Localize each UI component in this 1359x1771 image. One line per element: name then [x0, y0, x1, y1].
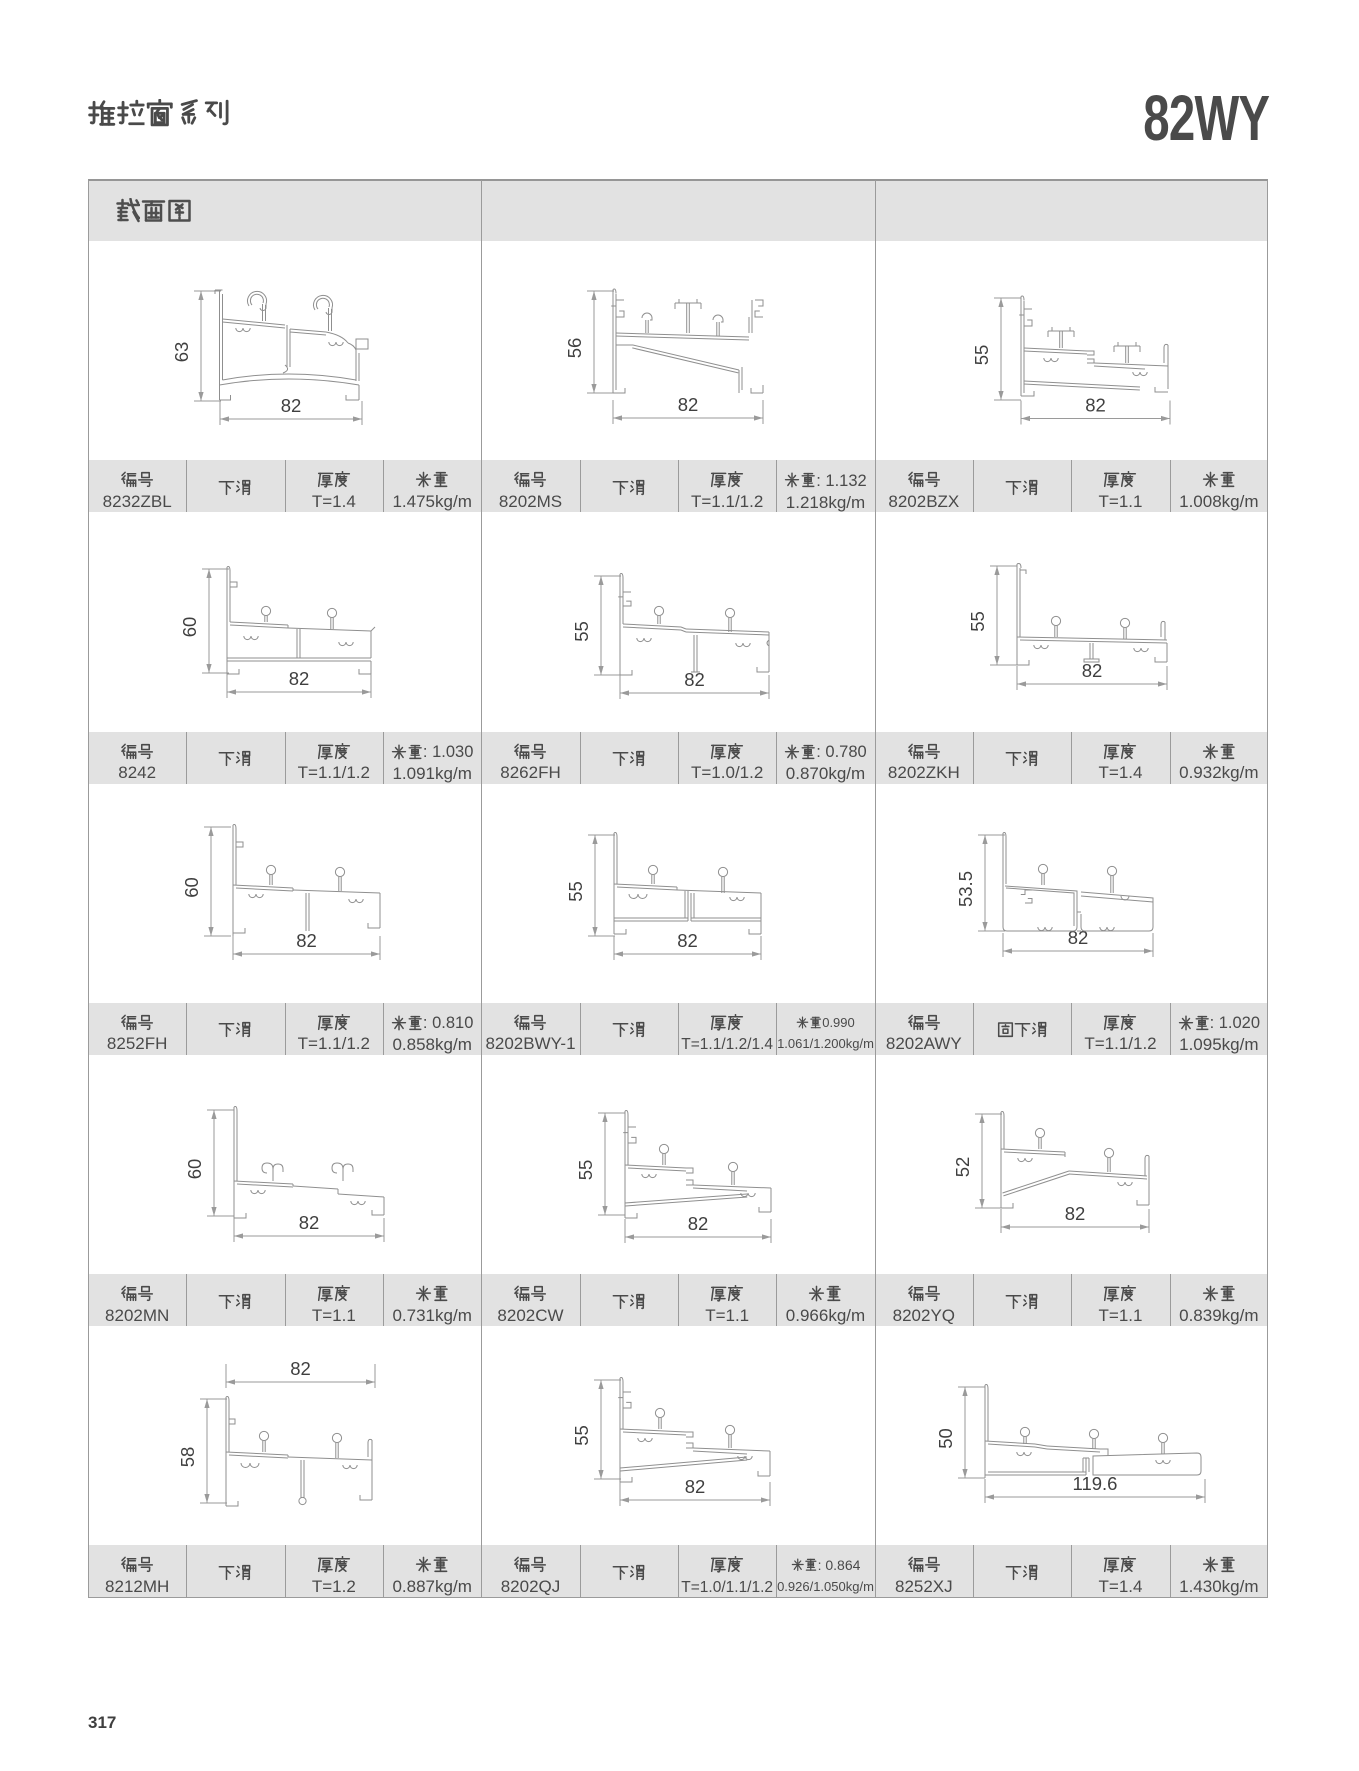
svg-text:56: 56	[564, 338, 585, 359]
svg-text:58: 58	[177, 1447, 198, 1468]
svg-text:119.6: 119.6	[1072, 1473, 1117, 1494]
svg-text:53.5: 53.5	[955, 870, 976, 906]
svg-text:82: 82	[688, 1213, 709, 1234]
svg-text:82: 82	[1081, 660, 1102, 681]
svg-text:50: 50	[935, 1428, 956, 1449]
svg-text:82: 82	[678, 394, 699, 415]
svg-text:82: 82	[296, 930, 317, 951]
svg-text:82: 82	[685, 669, 706, 690]
svg-text:60: 60	[184, 1158, 205, 1179]
svg-text:60: 60	[181, 877, 202, 898]
svg-text:55: 55	[571, 621, 592, 642]
svg-text:82: 82	[1067, 927, 1088, 948]
svg-text:55: 55	[571, 1425, 592, 1446]
svg-text:52: 52	[952, 1156, 973, 1177]
svg-text:55: 55	[565, 881, 586, 902]
svg-text:60: 60	[179, 617, 200, 638]
svg-text:82: 82	[1085, 395, 1106, 416]
svg-text:82: 82	[289, 668, 310, 689]
svg-text:82: 82	[281, 395, 302, 416]
svg-text:82: 82	[1064, 1203, 1085, 1224]
svg-text:82: 82	[678, 930, 699, 951]
svg-text:63: 63	[171, 342, 192, 363]
svg-text:82: 82	[299, 1212, 320, 1233]
svg-text:55: 55	[967, 611, 988, 632]
svg-text:82: 82	[685, 1476, 706, 1497]
svg-text:55: 55	[575, 1159, 596, 1180]
svg-text:55: 55	[971, 345, 992, 366]
svg-text:82: 82	[290, 1358, 311, 1379]
